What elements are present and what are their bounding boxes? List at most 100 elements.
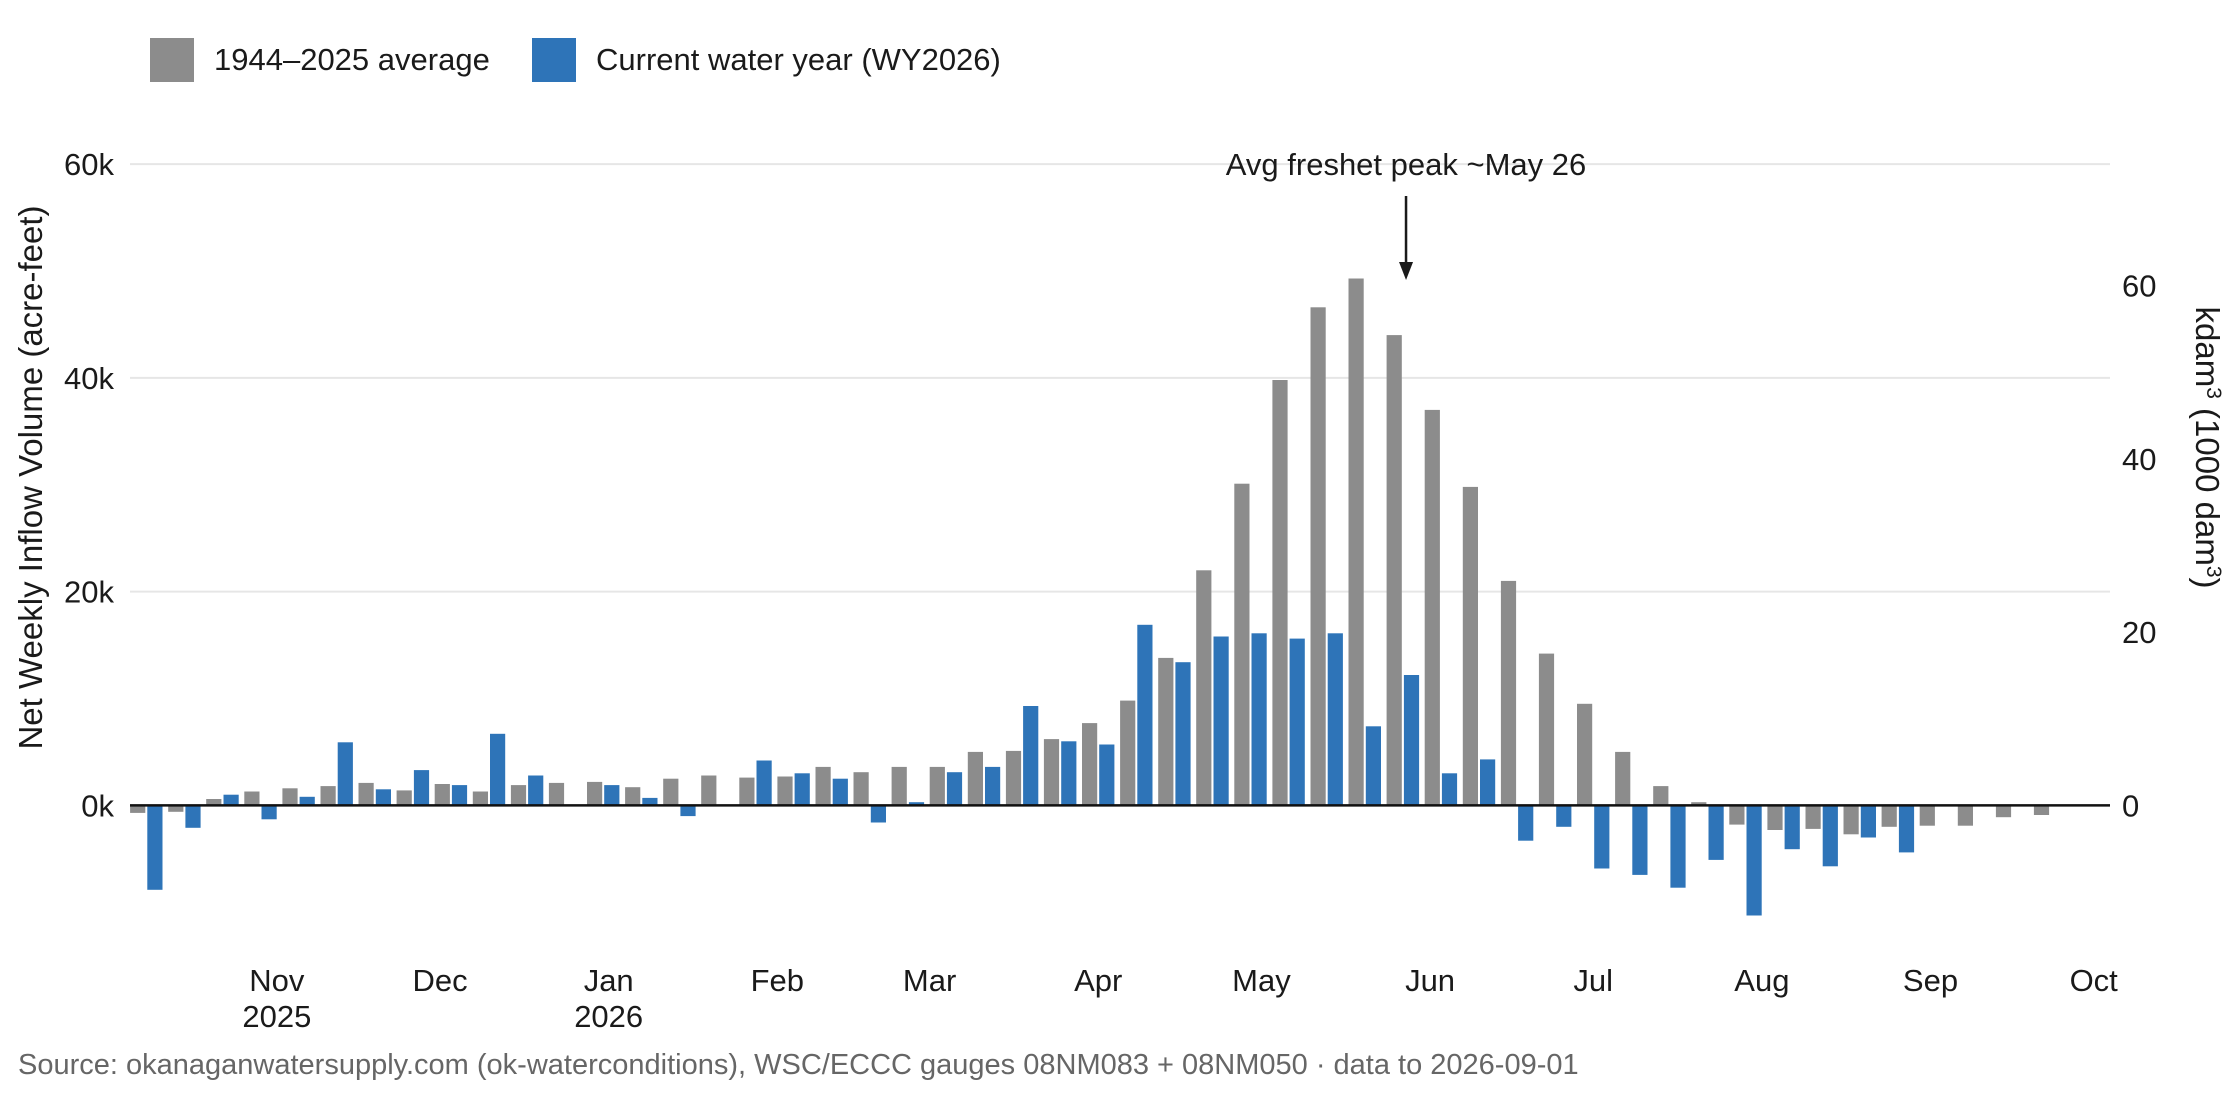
y-tick-label: 40k — [64, 361, 114, 396]
bar-average — [1462, 486, 1478, 806]
y-tick-label: 60k — [64, 147, 114, 182]
bar-average — [1348, 278, 1364, 806]
bar-current — [1898, 805, 1915, 853]
bar-current — [1822, 805, 1838, 867]
bar-average — [1691, 802, 1707, 806]
bar-average — [625, 787, 641, 806]
bar-average — [853, 772, 869, 806]
bar-current — [1289, 638, 1305, 806]
bar-current — [1365, 726, 1381, 806]
bar-current — [1670, 805, 1686, 888]
bar-current — [1061, 741, 1077, 806]
bar-current — [985, 766, 1001, 806]
x-tick-year-label: 2025 — [242, 999, 311, 1034]
bar-average — [434, 784, 450, 806]
bar-average — [1729, 805, 1745, 825]
bar-average — [396, 790, 412, 806]
legend-label-current: Current water year (WY2026) — [596, 42, 1001, 77]
x-tick-label: May — [1232, 963, 1291, 998]
bar-average — [1234, 483, 1250, 806]
legend: 1944–2025 average Current water year (WY… — [150, 38, 1001, 82]
bar-average — [701, 775, 717, 806]
x-tick-label: Aug — [1734, 963, 1789, 998]
bar-average — [1919, 805, 1935, 826]
bars — [130, 278, 2050, 916]
bar-average — [320, 786, 336, 806]
bar-current — [832, 778, 848, 806]
bar-current — [375, 789, 391, 806]
source-caption: Source: okanaganwatersupply.com (ok-wate… — [18, 1049, 1579, 1081]
bar-average — [282, 788, 298, 806]
bar-average — [891, 766, 907, 806]
bar-average — [548, 782, 565, 806]
peak-annotation-label: Avg freshet peak ~May 26 — [1226, 147, 1586, 182]
bar-current — [1556, 805, 1572, 827]
legend-label-average: 1944–2025 average — [214, 42, 490, 77]
bar-current — [1023, 706, 1039, 806]
y2-tick-label: 0 — [2122, 788, 2139, 823]
bar-average — [1005, 750, 1022, 806]
bar-average — [1577, 703, 1593, 806]
bar-average — [2033, 805, 2050, 815]
x-tick-label: Jun — [1405, 963, 1455, 998]
x-tick-year-label: 2026 — [574, 999, 643, 1034]
legend-swatch-current — [532, 38, 576, 82]
bar-average — [1995, 805, 2012, 818]
bar-current — [680, 805, 696, 817]
bar-average — [244, 791, 260, 806]
bar-current — [413, 770, 430, 806]
bar-current — [1327, 633, 1343, 806]
bar-average — [587, 781, 603, 806]
bar-current — [299, 796, 315, 806]
bar-average — [472, 791, 488, 806]
bar-current — [1175, 662, 1191, 806]
bar-current — [794, 773, 810, 806]
bar-current — [223, 794, 239, 806]
bar-average — [815, 766, 831, 806]
bar-average — [1043, 739, 1060, 806]
y-tick-label: 20k — [64, 575, 114, 610]
bar-average — [168, 805, 184, 812]
bar-current — [1441, 773, 1458, 806]
bar-current — [908, 802, 925, 806]
bar-average — [1120, 700, 1136, 806]
bar-average — [358, 782, 374, 806]
bar-current — [1251, 633, 1267, 806]
bar-average — [130, 805, 146, 813]
bar-average — [929, 766, 945, 806]
bar-average — [510, 785, 527, 806]
bar-current — [261, 805, 277, 820]
bar-average — [1653, 786, 1669, 806]
bar-average — [1272, 380, 1288, 806]
x-tick-label: Jul — [1573, 963, 1613, 998]
bar-average — [739, 777, 755, 806]
bar-average — [1805, 805, 1821, 829]
x-tick-label: Oct — [2070, 963, 2119, 998]
bar-current — [337, 742, 353, 806]
x-tick-label: Sep — [1903, 963, 1958, 998]
y2-axis-title: kdam3 (1000 dam3) — [2189, 306, 2226, 588]
bar-current — [528, 775, 544, 806]
bar-current — [490, 733, 506, 806]
bar-average — [1082, 723, 1098, 806]
bar-average — [1386, 335, 1402, 806]
bar-current — [1594, 805, 1610, 869]
bar-average — [1767, 805, 1783, 830]
bar-average — [1158, 657, 1174, 806]
bar-current — [451, 785, 468, 806]
bar-average — [777, 776, 793, 806]
y2-tick-label: 40 — [2122, 442, 2156, 477]
y-tick-label: 0k — [81, 788, 114, 823]
bar-average — [1538, 653, 1555, 806]
bar-average — [1500, 580, 1517, 806]
bar-average — [1957, 805, 1973, 826]
bar-average — [1196, 570, 1212, 806]
y2-tick-label: 60 — [2122, 269, 2156, 304]
bar-current — [1518, 805, 1534, 841]
bar-current — [870, 805, 886, 823]
bar-current — [1746, 805, 1762, 916]
x-tick-label: Nov — [249, 963, 305, 998]
bar-average — [663, 778, 679, 806]
